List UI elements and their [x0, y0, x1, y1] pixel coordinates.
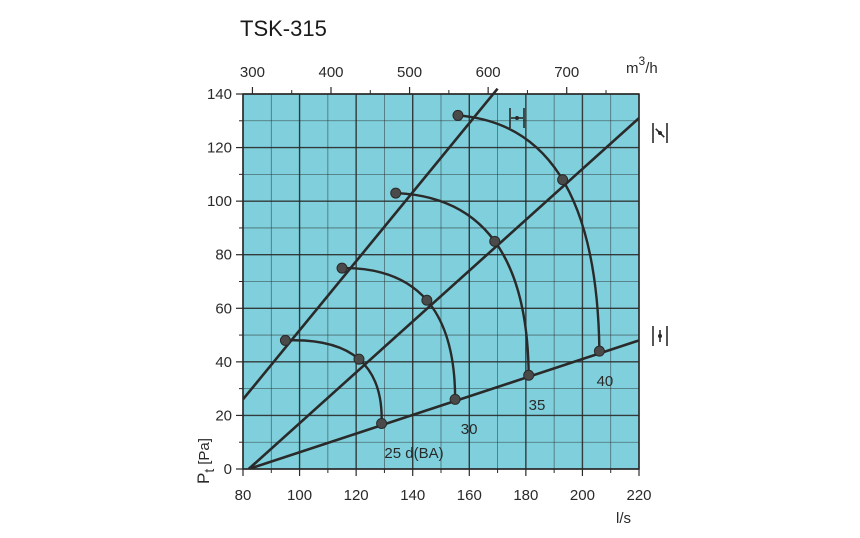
x-tick-label: 200: [570, 487, 595, 504]
damper-line-open: [248, 339, 639, 469]
damper-lines: [243, 87, 639, 469]
closed-damper-icon: [509, 108, 525, 128]
sound-curve-label: 30: [461, 421, 478, 438]
icon-pivot: [515, 116, 519, 120]
top-tick-label: 400: [318, 64, 343, 81]
data-point: [336, 262, 348, 274]
top-axis-label-base: m: [626, 60, 639, 77]
top-axis-label-tail: /h: [645, 60, 658, 77]
damper-line-half: [247, 117, 639, 469]
data-point: [557, 174, 569, 186]
top-tick-label: 600: [476, 64, 501, 81]
icon-pivot: [658, 334, 662, 338]
top-tick-label: 500: [397, 64, 422, 81]
y-tick-label: 140: [207, 86, 232, 103]
chart-title: TSK-315: [240, 16, 327, 41]
x-tick-label: 120: [344, 487, 369, 504]
x-tick-label: 160: [457, 487, 482, 504]
top-tick-label: 700: [554, 64, 579, 81]
data-point: [421, 294, 433, 306]
y-axis-label: Pt [Pa]: [194, 438, 217, 484]
data-point: [489, 235, 501, 247]
bottom-axis: 80 100 120 140 160 180 200 220: [235, 469, 652, 504]
y-tick-label: 80: [215, 247, 232, 264]
x-axis-label: l/s: [616, 510, 631, 527]
sound-curve-label: 35: [529, 397, 546, 414]
top-axis: 300 400 500 600 700: [240, 64, 607, 94]
data-point: [523, 369, 535, 381]
y-tick-label: 100: [207, 193, 232, 210]
data-point: [353, 353, 365, 365]
icon-pivot: [658, 131, 662, 135]
top-tick-label: 300: [240, 64, 265, 81]
y-tick-label: 40: [215, 354, 232, 371]
left-axis: 0 20 40 60 80 100 120 140: [207, 86, 243, 478]
damper-icons: [509, 108, 668, 346]
y-tick-label: 0: [224, 461, 232, 478]
fully-open-damper-icon: [652, 326, 668, 346]
x-tick-label: 100: [287, 487, 312, 504]
y-tick-label: 120: [207, 140, 232, 157]
top-axis-label: m3/h: [626, 54, 658, 77]
x-tick-label: 180: [513, 487, 538, 504]
data-point: [390, 187, 402, 199]
top-axis-label-sup: 3: [639, 54, 646, 68]
data-point: [452, 109, 464, 121]
data-point: [449, 393, 461, 405]
sound-curve-label: 25 d(BA): [384, 445, 443, 462]
y-axis-label-sub: t: [201, 469, 217, 473]
grid: [242, 93, 640, 470]
sound-curve-label: 40: [597, 373, 614, 390]
y-axis-label-unit: [Pa]: [196, 438, 213, 465]
y-axis-label-main: P: [194, 473, 213, 484]
x-tick-label: 140: [400, 487, 425, 504]
y-tick-label: 60: [215, 300, 232, 317]
half-open-damper-icon: [652, 123, 668, 143]
data-point: [279, 334, 291, 346]
y-tick-label: 20: [215, 407, 232, 424]
x-tick-label: 80: [235, 487, 252, 504]
markers: [279, 109, 605, 429]
data-point: [376, 417, 388, 429]
damper-line-closed: [243, 87, 499, 401]
data-point: [593, 345, 605, 357]
x-tick-label: 220: [626, 487, 651, 504]
